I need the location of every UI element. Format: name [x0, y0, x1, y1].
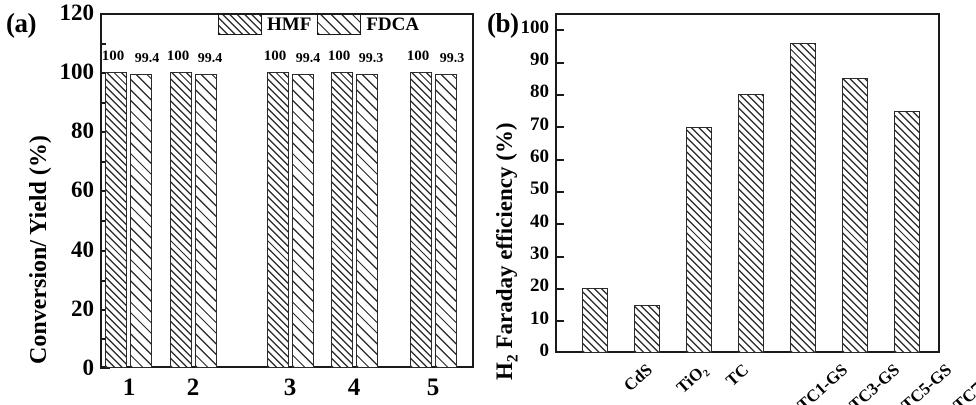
panel-b-ytick-70: 70: [530, 114, 549, 135]
bar-tc7-gs[interactable]: [894, 111, 920, 353]
bar-hmf[interactable]: [105, 72, 127, 368]
legend-label-fdca: FDCA: [366, 14, 420, 35]
legend-entry-hmf[interactable]: HMF: [218, 14, 311, 35]
panel-a-tick-minor: [100, 43, 106, 45]
panel-b-ytick-20: 20: [530, 275, 549, 296]
bar-tc3-gs[interactable]: [790, 43, 816, 353]
bar-hmf[interactable]: [170, 72, 192, 368]
panel-b-xtick-tc3-gs: TC3-GS: [845, 360, 904, 405]
bar-tc5-gs[interactable]: [842, 78, 868, 353]
panel-b-tick-major: [555, 256, 564, 258]
panel-b-tick-major: [555, 288, 564, 290]
panel-b-ytick-90: 90: [530, 49, 549, 70]
panel-b-ytick-100: 100: [520, 17, 550, 38]
bar-hmf[interactable]: [410, 72, 432, 368]
legend-label-hmf: HMF: [267, 14, 312, 35]
bar-tc1-gs[interactable]: [738, 94, 764, 353]
panel-b-tick-major: [555, 351, 564, 353]
panel-b-tick-major: [555, 191, 564, 193]
bar-value-hmf: 100: [166, 48, 190, 64]
bar-value-hmf: 100: [101, 48, 125, 64]
panel-a-ytick-0: 0: [82, 355, 95, 380]
bar-value-hmf: 100: [327, 48, 351, 64]
bar-tio2[interactable]: [634, 305, 660, 353]
panel-a-legend: HMF FDCA: [218, 14, 419, 35]
panel-a-ytick-120: 120: [59, 0, 95, 25]
panel-b-tick-major: [555, 126, 564, 128]
bar-value-hmf: 100: [263, 48, 287, 64]
panel-a-ytick-100: 100: [59, 59, 95, 84]
bar-value-fdca: 99.3: [439, 51, 465, 66]
bar-fdca[interactable]: [130, 74, 152, 368]
bar-value-hmf: 100: [406, 48, 430, 64]
legend-swatch-hmf-icon: [218, 14, 262, 35]
bar-fdca[interactable]: [435, 74, 457, 368]
panel-a-tick-minor: [100, 102, 106, 104]
panel-b-ytick-0: 0: [539, 340, 550, 361]
panel-b-xtick-tc: TC: [722, 360, 753, 390]
panel-b-xtick-cds: CdS: [620, 360, 656, 395]
panel-a-xtick-3: 3: [283, 374, 297, 401]
panel-a-tick-major: [100, 13, 110, 15]
panel-a-ytick-20: 20: [71, 296, 94, 321]
panel-a-xtick-1: 1: [122, 374, 136, 401]
panel-b-ytick-80: 80: [530, 81, 549, 102]
panel-b-ytick-10: 10: [530, 308, 549, 329]
panel-b-tick-major: [555, 320, 564, 322]
bar-cds[interactable]: [582, 288, 608, 353]
panel-b-xtick-tc7-gs: TC7-GS: [949, 360, 976, 405]
panel-b-tick-major: [555, 223, 564, 225]
panel-b-tick-major: [555, 62, 564, 64]
panel-b-tick-major: [555, 159, 564, 161]
panel-a-xtick-4: 4: [347, 374, 361, 401]
panel-a-xtick-2: 2: [186, 374, 200, 401]
bar-hmf[interactable]: [267, 72, 289, 368]
bar-value-fdca: 99.4: [197, 51, 223, 66]
panel-a-ytick-40: 40: [71, 237, 94, 262]
panel-b-xtick-tc1-gs: TC1-GS: [793, 360, 852, 405]
panel-a-ytick-60: 60: [71, 177, 94, 202]
bar-value-fdca: 99.3: [358, 51, 384, 66]
panel-a-tick-major: [100, 367, 110, 369]
panel-b-ytick-60: 60: [530, 146, 549, 167]
bar-value-fdca: 99.4: [295, 51, 321, 66]
panel-b-xtick-tc5-gs: TC5-GS: [897, 360, 956, 405]
bar-fdca[interactable]: [292, 74, 314, 368]
panel-a-tick-minor: [100, 338, 106, 340]
panel-a-xtick-5: 5: [426, 374, 440, 401]
bar-fdca[interactable]: [195, 74, 217, 368]
bar-tc[interactable]: [686, 127, 712, 353]
bar-fdca[interactable]: [356, 74, 378, 368]
panel-b-tick-major: [555, 29, 564, 31]
panel-b-ytick-50: 50: [530, 178, 549, 199]
panel-b-tick-major: [555, 94, 564, 96]
panel-a-tick-minor: [100, 220, 106, 222]
bar-hmf[interactable]: [331, 72, 353, 368]
panel-b-ytick-30: 30: [530, 243, 549, 264]
bar-value-fdca: 99.4: [134, 51, 160, 66]
legend-swatch-fdca-icon: [317, 14, 362, 35]
panel-a-ytick-80: 80: [71, 118, 94, 143]
legend-entry-fdca[interactable]: FDCA: [317, 14, 419, 35]
panel-a-y-axis-title: Conversion/ Yield (%): [26, 135, 52, 364]
panel-a-tag: (a): [6, 8, 36, 38]
panel-b-ytick-40: 40: [530, 211, 549, 232]
panel-b-tag: (b): [487, 8, 519, 38]
panel-a-tick-minor: [100, 161, 106, 163]
panel-b-xtick-tio2: TiO₂: [672, 360, 711, 397]
panel-a-tick-minor: [100, 280, 106, 282]
